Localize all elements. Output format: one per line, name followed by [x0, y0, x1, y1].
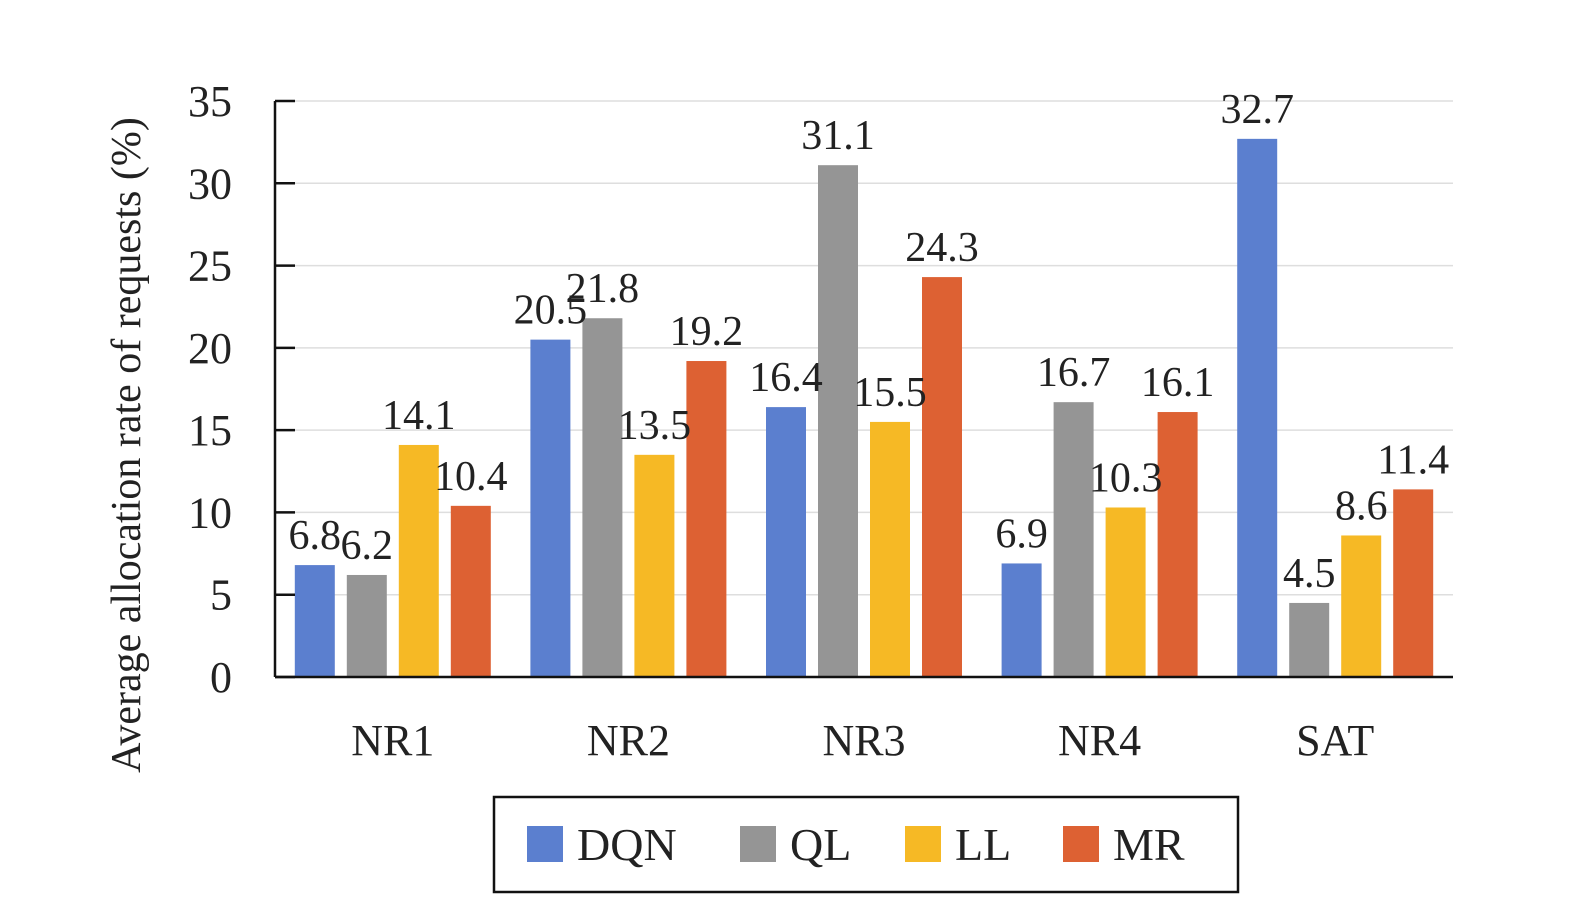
y-axis-title: Average allocation rate of requests (%)	[104, 117, 150, 773]
y-tick-label: 25	[188, 242, 232, 291]
y-tick-label: 5	[210, 571, 232, 620]
data-label: 11.4	[1377, 437, 1449, 483]
bar-ql-nr2	[582, 318, 623, 677]
data-label: 21.8	[566, 266, 640, 312]
legend-label-mr: MR	[1113, 819, 1185, 870]
x-tick-label: NR1	[351, 716, 434, 765]
bar-ql-sat	[1289, 602, 1330, 677]
legend: DQN QL LL MR	[492, 795, 1240, 894]
bar-dqn-nr4	[1001, 563, 1042, 677]
y-tick-label: 10	[188, 488, 232, 537]
y-tick-label: 15	[188, 406, 232, 455]
bar-ql-nr3	[818, 165, 858, 677]
legend-label-ql: QL	[790, 819, 851, 870]
data-label: 31.1	[801, 113, 875, 159]
data-label: 16.4	[749, 355, 823, 401]
bar-ll-nr1	[398, 444, 439, 677]
data-label: 16.1	[1141, 360, 1215, 406]
data-label: 13.5	[618, 403, 692, 449]
bar-mr-nr3	[922, 277, 962, 677]
y-tick-label: 0	[210, 653, 232, 702]
legend-swatch-ll	[905, 826, 941, 862]
data-label: 16.7	[1037, 350, 1111, 396]
data-label: 6.8	[289, 513, 342, 559]
bar-dqn-nr2	[530, 339, 571, 677]
data-label: 24.3	[905, 225, 979, 271]
legend-swatch-mr	[1063, 826, 1099, 862]
bar-ql-nr4	[1053, 402, 1094, 677]
bar-ql-nr1	[346, 574, 387, 677]
axes: 0 5 10 15 20 25 30 35 NR1 NR2 NR3 NR4 SAT	[188, 77, 1453, 765]
data-label: 19.2	[670, 309, 744, 355]
y-tick-label: 30	[188, 159, 232, 208]
x-tick-label: NR2	[587, 716, 670, 765]
legend-box	[492, 795, 1240, 894]
bar-ll-nr4	[1105, 507, 1146, 677]
data-label: 4.5	[1283, 551, 1336, 597]
bars	[294, 138, 1434, 677]
data-label: 10.3	[1089, 455, 1163, 501]
data-label: 8.6	[1335, 483, 1388, 529]
bar-mr-sat	[1393, 489, 1434, 677]
bar-ll-nr3	[870, 421, 910, 677]
bar-mr-nr1	[450, 505, 491, 677]
data-label: 15.5	[853, 370, 927, 416]
x-tick-label: NR3	[822, 716, 905, 765]
data-label: 10.4	[434, 454, 508, 500]
data-label: 6.2	[341, 523, 394, 569]
data-labels: 6.8 6.2 14.1 10.4 20.521.8 13.5 19.216.4 31.1 15…	[289, 87, 1450, 597]
y-tick-label: 35	[188, 77, 232, 126]
x-tick-label: SAT	[1296, 716, 1374, 765]
bar-ll-sat	[1341, 535, 1382, 677]
legend-swatch-dqn	[527, 826, 563, 862]
bar-mr-nr2	[686, 361, 727, 677]
bar-ll-nr2	[634, 454, 675, 677]
legend-label-ll: LL	[955, 819, 1011, 870]
y-tick-label: 20	[188, 324, 232, 373]
bar-dqn-nr1	[294, 565, 335, 677]
legend-label-dqn: DQN	[577, 819, 677, 870]
bar-dqn-nr3	[766, 407, 806, 677]
legend-swatch-ql	[740, 826, 776, 862]
bar-dqn-sat	[1237, 138, 1278, 677]
data-label: 14.1	[382, 393, 456, 439]
x-tick-label: NR4	[1058, 716, 1141, 765]
bar-mr-nr4	[1157, 412, 1198, 677]
data-label: 20.5	[514, 288, 588, 334]
data-label: 32.7	[1220, 87, 1294, 133]
data-label: 6.9	[995, 511, 1048, 557]
